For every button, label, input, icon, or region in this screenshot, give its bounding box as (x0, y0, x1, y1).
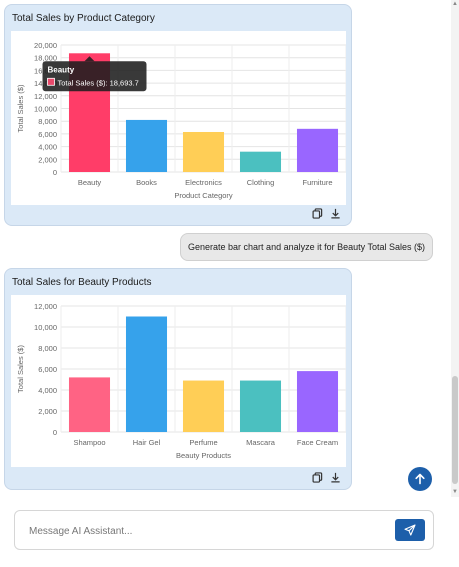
y-tick-label: 10,000 (34, 105, 57, 114)
bar-furniture[interactable] (296, 128, 339, 172)
bar-face-cream[interactable] (296, 371, 339, 432)
x-tick-label: Shampoo (73, 438, 105, 447)
tooltip-swatch (47, 77, 55, 86)
arrow-up-icon (415, 473, 425, 485)
y-tick-label: 6,000 (38, 365, 57, 374)
assistant-chart-card-beauty: Total Sales for Beauty Products 0 2,000 4,… (4, 268, 352, 490)
y-axis-label: Total Sales ($) (16, 345, 25, 393)
x-tick-label: Furniture (302, 178, 332, 187)
y-tick-label: 8,000 (38, 344, 57, 353)
card-actions (312, 208, 341, 219)
x-tick-label: Mascara (246, 438, 276, 447)
y-tick-label: 10,000 (34, 323, 57, 332)
bar-hair-gel[interactable] (125, 316, 168, 433)
message-composer (14, 510, 434, 550)
chart-area: 02,0004,0006,0008,00010,00012,00014,0001… (11, 31, 347, 205)
x-axis-label: Product Category (174, 191, 233, 200)
bar-chart-category[interactable]: 02,0004,0006,0008,00010,00012,00014,0001… (11, 31, 347, 205)
download-icon[interactable] (330, 208, 341, 219)
send-button[interactable] (395, 519, 425, 541)
page-scrollbar[interactable] (451, 0, 459, 497)
tooltip-title: Beauty (48, 65, 75, 74)
tooltip-caret (84, 56, 95, 62)
chart-title: Total Sales for Beauty Products (12, 277, 152, 288)
copy-icon[interactable] (312, 472, 323, 483)
bar-chart-beauty[interactable]: 0 2,000 4,000 6,000 8,000 10,000 12,000 Shampoo… (11, 295, 347, 467)
y-tick-label: 4,000 (38, 143, 57, 152)
bar-mascara[interactable] (239, 380, 282, 432)
y-tick-label: 0 (53, 428, 57, 437)
tooltip-box (42, 61, 147, 92)
y-tick-label: 4,000 (38, 386, 57, 395)
user-message-bubble: Generate bar chart and analyze it for Be… (180, 233, 433, 261)
download-icon[interactable] (330, 472, 341, 483)
scroll-up-arrow-icon[interactable]: ▲ (452, 1, 458, 7)
page-scrollbar-thumb[interactable] (452, 376, 458, 484)
x-tick-label: Books (136, 178, 157, 187)
y-axis-label: Total Sales ($) (16, 84, 25, 132)
y-tick-label: 2,000 (38, 407, 57, 416)
tooltip-label: Total Sales ($): 18,693.7 (58, 78, 139, 87)
scroll-to-latest-button[interactable] (408, 467, 432, 491)
y-tick-label: 6,000 (38, 130, 57, 139)
x-tick-label: Face Cream (297, 438, 338, 447)
bar-books[interactable] (125, 119, 168, 172)
x-tick-label: Hair Gel (133, 438, 161, 447)
chart-title: Total Sales by Product Category (12, 13, 155, 24)
y-tick-label: 8,000 (38, 117, 57, 126)
bar-clothing[interactable] (239, 151, 282, 172)
send-icon (404, 524, 416, 536)
x-tick-label: Beauty (78, 178, 102, 187)
y-tick-label: 20,000 (34, 41, 57, 50)
scroll-down-arrow-icon[interactable]: ▼ (452, 489, 458, 495)
x-axis-label: Beauty Products (176, 451, 231, 460)
y-tick-label: 2,000 (38, 155, 57, 164)
y-tick-label: 0 (53, 168, 57, 177)
assistant-chart-card-category: Total Sales by Product Category 0 2,000 4,… (4, 4, 352, 226)
card-actions (312, 472, 341, 483)
copy-icon[interactable] (312, 208, 323, 219)
bar-shampoo[interactable] (68, 377, 111, 432)
y-tick-label: 12,000 (34, 92, 57, 101)
bar-electronics[interactable] (182, 131, 225, 172)
chart-tooltip: Beauty Total Sales ($): 18,693.7 (42, 56, 147, 92)
chart-area: 0 2,000 4,000 6,000 8,000 10,000 12,000 Shampoo… (11, 295, 347, 467)
y-tick-label: 12,000 (34, 302, 57, 311)
x-tick-label: Clothing (247, 178, 275, 187)
user-message-text: Generate bar chart and analyze it for Be… (188, 242, 425, 252)
x-tick-label: Electronics (185, 178, 222, 187)
x-tick-label: Perfume (189, 438, 217, 447)
bar-perfume[interactable] (182, 380, 225, 432)
message-input[interactable] (27, 521, 391, 541)
y-tick-label: 18,000 (34, 54, 57, 63)
